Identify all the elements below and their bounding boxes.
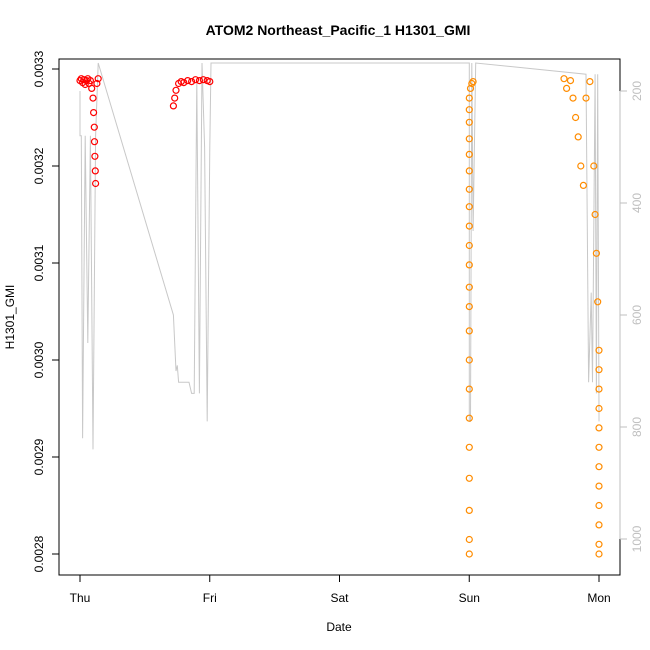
- data-point: [465, 356, 473, 364]
- data-point: [562, 84, 571, 93]
- data-point: [465, 414, 473, 422]
- data-point: [595, 424, 603, 432]
- series-1: [465, 75, 603, 558]
- data-point: [188, 77, 196, 86]
- data-point: [595, 463, 603, 471]
- data-point: [81, 80, 89, 89]
- data-point: [465, 185, 473, 193]
- data-point: [89, 94, 97, 102]
- data-point: [184, 76, 192, 85]
- x-tick-label: Fri: [203, 591, 217, 605]
- data-point: [595, 521, 603, 529]
- data-point: [180, 78, 188, 87]
- data-point: [590, 162, 598, 170]
- y-tick-label: 0.0029: [32, 438, 46, 475]
- data-point: [595, 385, 603, 393]
- data-point: [191, 76, 200, 84]
- y-tick-label: 0.0031: [32, 244, 46, 281]
- x-tick-label: Thu: [70, 591, 91, 605]
- data-point: [86, 76, 95, 85]
- y2-tick-label: 600: [630, 305, 644, 325]
- x-axis: Thu Fri Sat Sun Mon: [70, 574, 611, 605]
- data-point: [466, 84, 475, 93]
- y2-axis: 200 400 600 800 1000: [619, 81, 644, 552]
- data-point: [465, 94, 473, 102]
- data-point: [595, 482, 603, 490]
- data-point: [586, 77, 594, 86]
- data-point: [595, 443, 603, 451]
- data-point: [594, 298, 602, 306]
- data-point: [569, 94, 577, 102]
- data-point: [469, 77, 477, 86]
- data-point: [465, 135, 473, 143]
- data-point: [206, 77, 214, 86]
- data-point: [574, 133, 582, 141]
- data-point: [595, 346, 603, 354]
- data-point: [89, 108, 98, 117]
- data-point: [465, 283, 473, 291]
- data-point: [465, 106, 473, 114]
- data-point: [595, 501, 603, 510]
- data-point: [595, 540, 603, 548]
- data-point: [465, 203, 473, 211]
- data-point: [90, 138, 99, 146]
- data-point: [93, 79, 101, 88]
- data-point: [465, 474, 473, 482]
- plot-area: [76, 62, 603, 558]
- data-point: [465, 150, 473, 158]
- data-point: [465, 222, 473, 230]
- data-point: [88, 84, 96, 93]
- data-point: [465, 327, 473, 335]
- data-point: [465, 167, 473, 175]
- y-tick-label: 0.0032: [32, 147, 46, 184]
- data-point: [592, 249, 601, 257]
- data-point: [90, 123, 98, 131]
- data-point: [195, 76, 203, 85]
- data-point: [465, 241, 473, 250]
- x-axis-label: Date: [326, 620, 352, 634]
- chart-title: ATOM2 Northeast_Pacific_1 H1301_GMI: [206, 22, 471, 38]
- y-axis: 0.0028 0.0029 0.0030 0.0031 0.0032 0.0033: [32, 50, 60, 572]
- y-axis-label: H1301_GMI: [3, 285, 17, 350]
- data-point: [172, 86, 180, 94]
- data-point: [595, 404, 603, 413]
- data-point: [465, 303, 473, 311]
- series-0: [76, 75, 214, 188]
- data-point: [199, 76, 207, 84]
- data-point: [577, 162, 585, 170]
- data-point: [171, 94, 179, 102]
- y-tick-label: 0.0033: [32, 50, 46, 87]
- x-tick-label: Sun: [459, 591, 480, 605]
- data-point: [465, 443, 473, 451]
- y2-tick-label: 800: [630, 417, 644, 437]
- data-point: [169, 102, 177, 110]
- data-point: [571, 113, 580, 122]
- y-tick-label: 0.0030: [32, 341, 46, 378]
- data-point: [579, 181, 588, 189]
- data-point: [91, 179, 100, 188]
- data-point: [465, 118, 473, 126]
- data-point: [591, 210, 599, 219]
- data-point: [465, 550, 473, 558]
- x-tick-label: Mon: [587, 591, 610, 605]
- y2-tick-label: 200: [630, 81, 644, 101]
- data-point: [91, 167, 99, 175]
- data-point: [595, 550, 603, 558]
- data-point: [582, 94, 590, 102]
- data-point: [560, 75, 568, 83]
- data-point: [465, 261, 473, 269]
- y2-tick-label: 400: [630, 193, 644, 213]
- data-point: [465, 535, 473, 544]
- y2-tick-label: 1000: [630, 525, 644, 552]
- data-point: [91, 152, 99, 160]
- data-point: [465, 506, 473, 514]
- data-point: [595, 366, 603, 374]
- y-tick-label: 0.0028: [32, 535, 46, 572]
- data-point: [94, 75, 102, 83]
- data-point: [465, 385, 473, 393]
- x-tick-label: Sat: [330, 591, 349, 605]
- data-point: [566, 76, 575, 85]
